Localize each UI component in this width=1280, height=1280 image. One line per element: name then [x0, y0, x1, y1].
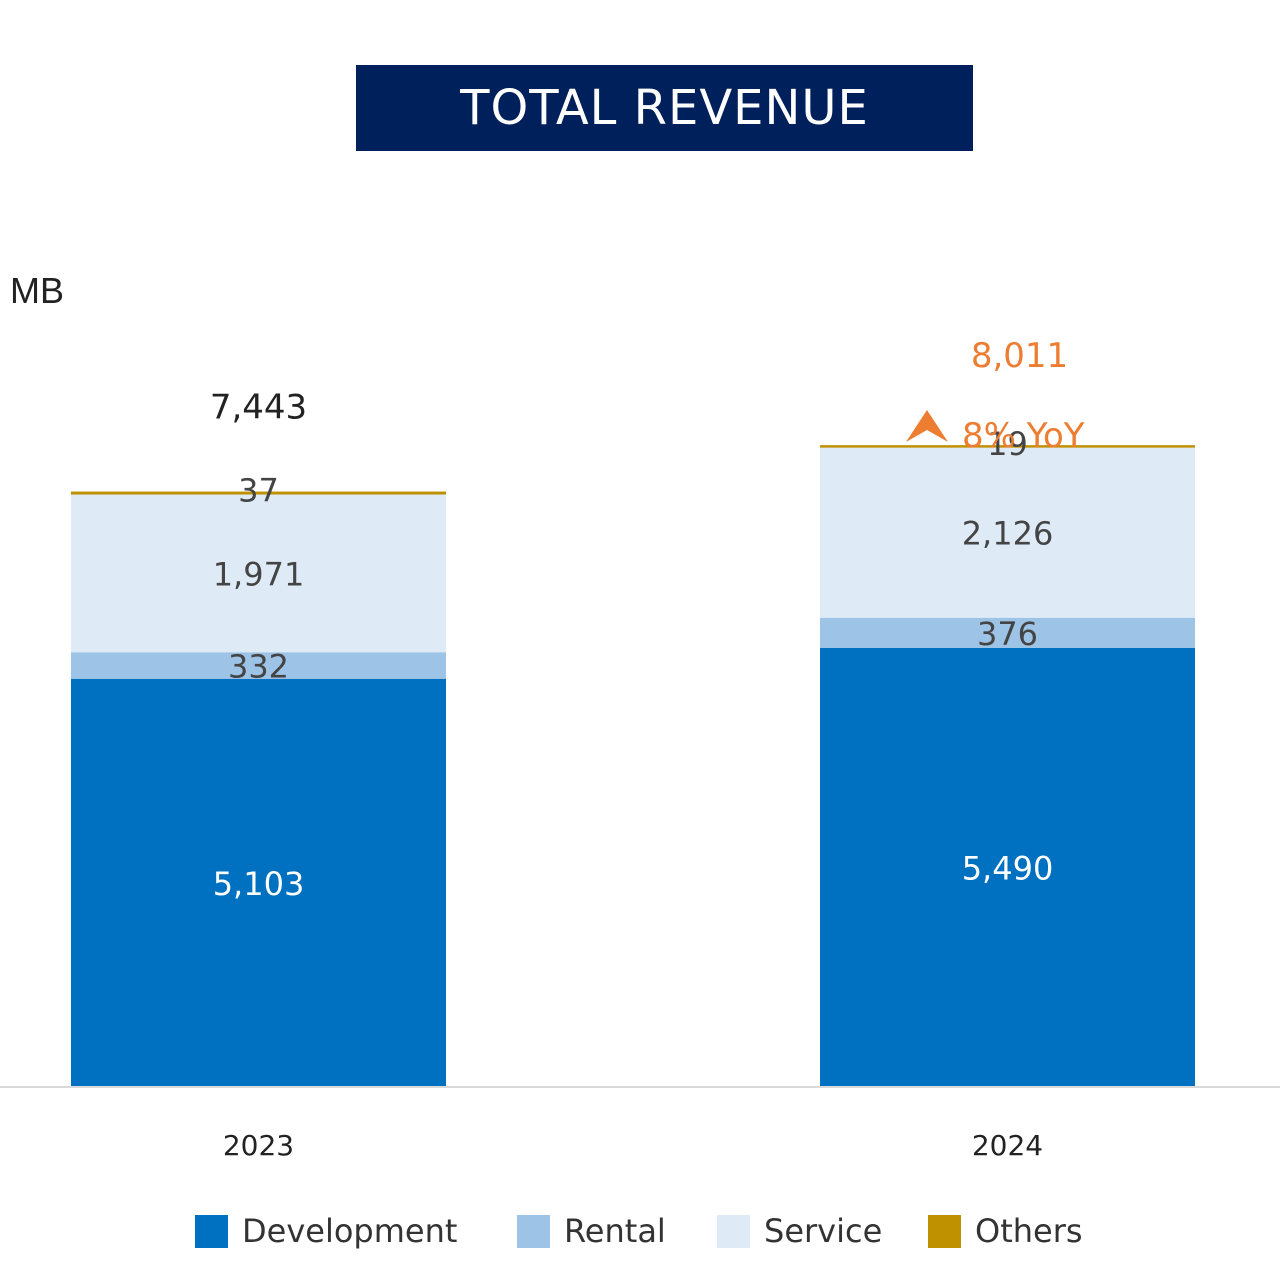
data-label-service-2024: 2,126 [962, 515, 1054, 553]
yoy-annotation: 8% YoY [962, 416, 1085, 456]
total-label-2023: 7,443 [210, 388, 307, 428]
unit-label: MB [10, 270, 64, 311]
legend-label-development: Development [242, 1212, 458, 1250]
bar-segment-development-2023 [71, 678, 446, 1087]
bar-segment-service-2023 [71, 494, 446, 653]
total-label-2024: 8,011 [971, 336, 1068, 376]
bar-segment-rental-2024 [820, 617, 1195, 648]
legend-swatch-rental [517, 1214, 550, 1248]
legend-swatch-development [195, 1214, 228, 1248]
data-label-development-2024: 5,490 [962, 849, 1054, 887]
legend-swatch-others [928, 1214, 961, 1248]
data-label-others-2024: 19 [987, 425, 1028, 463]
legend-swatch-service [717, 1214, 750, 1248]
bar-segment-development-2024 [820, 647, 1195, 1087]
legend-item-development: Development [195, 1212, 457, 1250]
bar-segment-rental-2023 [71, 652, 446, 679]
data-label-others-2023: 37 [238, 472, 279, 510]
legend-item-others: Others [928, 1212, 1083, 1250]
bar-segment-others-2024 [820, 445, 1195, 448]
chart-title: TOTAL REVENUE [460, 80, 869, 136]
legend-label-others: Others [975, 1212, 1083, 1250]
data-label-rental-2024: 376 [977, 615, 1038, 653]
bar-segment-service-2024 [820, 447, 1195, 618]
up-arrow-icon [906, 410, 948, 442]
chart-title-banner: TOTAL REVENUE [356, 65, 973, 151]
legend-item-rental: Rental [517, 1212, 666, 1250]
legend-label-rental: Rental [564, 1212, 666, 1250]
data-label-development-2023: 5,103 [213, 865, 305, 903]
legend-label-service: Service [764, 1212, 883, 1250]
data-label-rental-2023: 332 [228, 647, 289, 685]
stacked-bar-chart: 5,1033321,971377,44320235,4903762,126198… [0, 336, 1280, 1162]
x-tick-label-2023: 2023 [223, 1129, 294, 1162]
legend-item-service: Service [717, 1212, 882, 1250]
bar-segment-others-2023 [71, 491, 446, 495]
x-tick-label-2024: 2024 [972, 1129, 1043, 1162]
data-label-service-2023: 1,971 [213, 555, 305, 593]
